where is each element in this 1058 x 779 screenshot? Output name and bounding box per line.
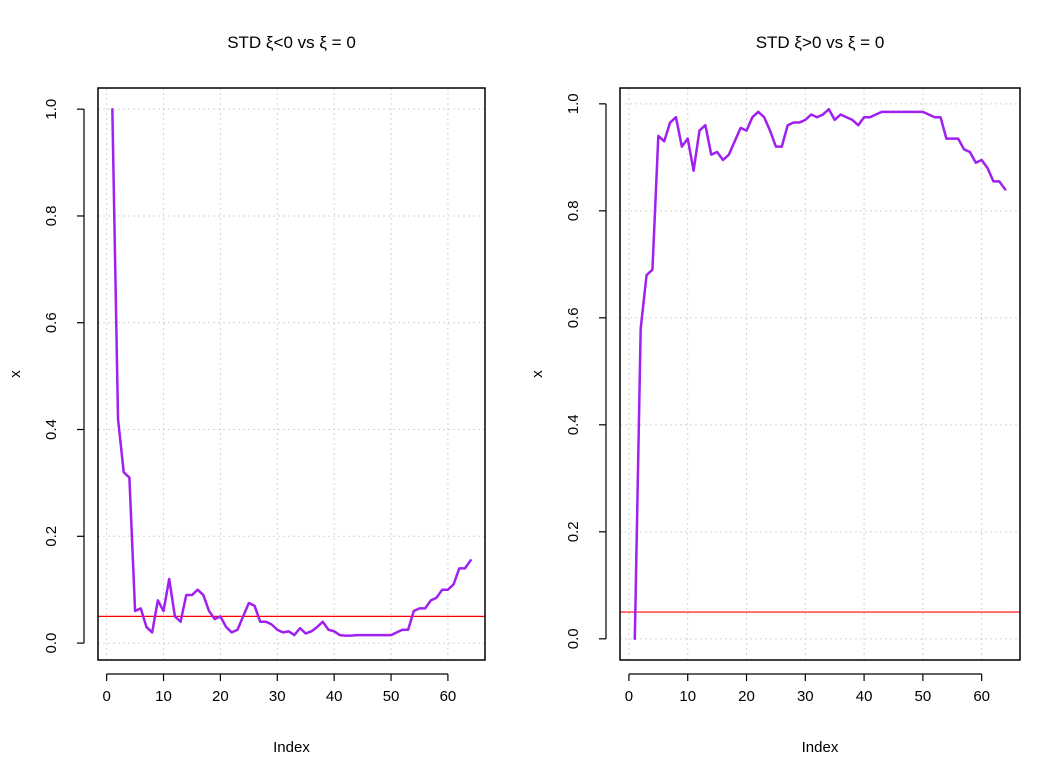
y-axis-label: x — [7, 370, 24, 378]
y-axis-label: x — [529, 370, 546, 378]
y-tick-label: 0.8 — [565, 200, 582, 221]
y-tick-label: 0.4 — [43, 419, 60, 440]
x-tick-label: 60 — [440, 688, 457, 705]
y-tick-label: 1.0 — [43, 99, 60, 120]
x-axis-label: Index — [802, 739, 839, 756]
x-tick-label: 40 — [326, 688, 343, 705]
x-tick-label: 50 — [915, 688, 932, 705]
x-tick-label: 20 — [738, 688, 755, 705]
chart-panel-right: STD ξ>0 vs ξ = 0 Index x 0 10 20 30 40 50 60 0.… — [529, 33, 1021, 756]
x-tick-label: 40 — [856, 688, 873, 705]
y-tick-label: 0.2 — [565, 521, 582, 542]
series-line — [111, 107, 472, 637]
y-tick-label: 0.4 — [565, 414, 582, 435]
x-axis-label: Index — [273, 739, 310, 756]
x-tick-label: 30 — [269, 688, 286, 705]
y-tick-label: 0.0 — [43, 633, 60, 654]
y-tick-label: 0.2 — [43, 526, 60, 547]
series-line — [633, 107, 1007, 641]
x-tick-label: 10 — [679, 688, 696, 705]
x-tick-label: 50 — [383, 688, 400, 705]
chart-title: STD ξ<0 vs ξ = 0 — [227, 33, 356, 52]
plot-frame — [619, 87, 1021, 661]
y-tick-label: 0.6 — [43, 312, 60, 333]
plot-frame — [97, 87, 486, 661]
x-tick-label: 30 — [797, 688, 814, 705]
x-tick-label: 20 — [212, 688, 229, 705]
chart-title: STD ξ>0 vs ξ = 0 — [756, 33, 885, 52]
chart-panel-left: STD ξ<0 vs ξ = 0 Index x 0 10 20 30 40 50 60 0.… — [7, 33, 486, 756]
x-tick-label: 10 — [155, 688, 172, 705]
y-tick-label: 0.0 — [565, 628, 582, 649]
y-tick-label: 0.6 — [565, 307, 582, 328]
x-tick-label: 0 — [625, 688, 633, 705]
x-tick-label: 0 — [102, 688, 110, 705]
y-tick-label: 1.0 — [565, 93, 582, 114]
x-tick-label: 60 — [973, 688, 990, 705]
y-tick-label: 0.8 — [43, 206, 60, 227]
